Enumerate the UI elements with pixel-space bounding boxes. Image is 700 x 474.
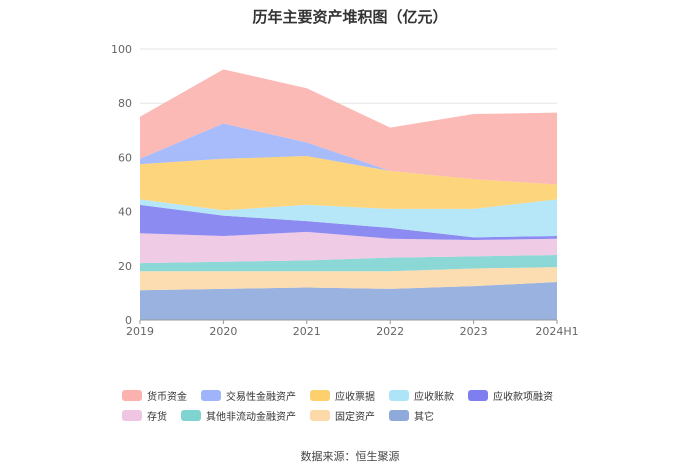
legend-label: 固定资产: [335, 411, 375, 423]
legend-label: 交易性金融资产: [226, 391, 296, 403]
y-tick-label: 60: [118, 151, 132, 164]
y-tick-label: 80: [118, 97, 132, 110]
x-tick-label: 2023: [460, 325, 488, 338]
legend-item[interactable]: 存货: [122, 408, 167, 423]
legend: 货币资金 交易性金融资产 应收票据 应收账款 应收款项融资存货 其他非流动金融资产 固定资产…: [122, 388, 592, 423]
legend-swatch: [389, 389, 409, 401]
x-tick-label: 2024H1: [535, 325, 578, 338]
y-tick-label: 0: [125, 314, 132, 327]
legend-swatch: [181, 409, 201, 421]
legend-item[interactable]: 货币资金: [122, 388, 187, 403]
area-series-0: [140, 282, 557, 320]
y-tick-label: 100: [111, 43, 132, 56]
legend-label: 其他非流动金融资产: [206, 411, 296, 423]
legend-item[interactable]: 其他非流动金融资产: [181, 408, 296, 423]
area-series-8: [140, 69, 557, 185]
legend-label: 其它: [414, 411, 434, 423]
area-series: [140, 69, 557, 320]
legend-swatch: [468, 389, 488, 401]
area-series-4: [140, 204, 557, 241]
chart-title: 历年主要资产堆积图（亿元）: [252, 8, 448, 26]
x-tick-label: 2022: [376, 325, 404, 338]
legend-label: 存货: [147, 411, 167, 423]
legend-swatch: [122, 389, 142, 401]
legend-swatch: [389, 409, 409, 421]
x-tick-label: 2020: [209, 325, 237, 338]
y-tick-label: 40: [118, 206, 132, 219]
legend-swatch: [310, 409, 330, 421]
axes: 0 20 40 60 80 100 2019 2020 2021 2022 2023 2024H1: [111, 43, 579, 338]
legend-item[interactable]: 交易性金融资产: [201, 388, 296, 403]
legend-item[interactable]: 应收票据: [310, 388, 375, 403]
legend-label: 应收款项融资: [493, 391, 553, 403]
legend-item[interactable]: 固定资产: [310, 408, 375, 423]
legend-item[interactable]: 其它: [389, 408, 434, 423]
area-series-1: [140, 267, 557, 291]
area-series-2: [140, 254, 557, 272]
legend-item[interactable]: 应收款项融资: [468, 388, 553, 403]
legend-swatch: [201, 389, 221, 401]
legend-label: 货币资金: [147, 391, 187, 403]
x-tick-label: 2021: [293, 325, 321, 338]
stacked-area-chart: 0 20 40 60 80 100 2019 2020 2021 2022 2023 2024H1: [111, 43, 579, 338]
legend-item[interactable]: 应收账款: [389, 388, 454, 403]
legend-swatch: [310, 389, 330, 401]
legend-label: 应收票据: [335, 391, 375, 403]
legend-label: 应收账款: [414, 391, 454, 403]
legend-swatch: [122, 409, 142, 421]
y-tick-label: 20: [118, 260, 132, 273]
data-source: 数据来源：恒生聚源: [300, 450, 400, 463]
area-series-7: [140, 123, 557, 185]
x-tick-label: 2019: [126, 325, 154, 338]
area-series-3: [140, 231, 557, 264]
area-series-6: [140, 156, 557, 211]
